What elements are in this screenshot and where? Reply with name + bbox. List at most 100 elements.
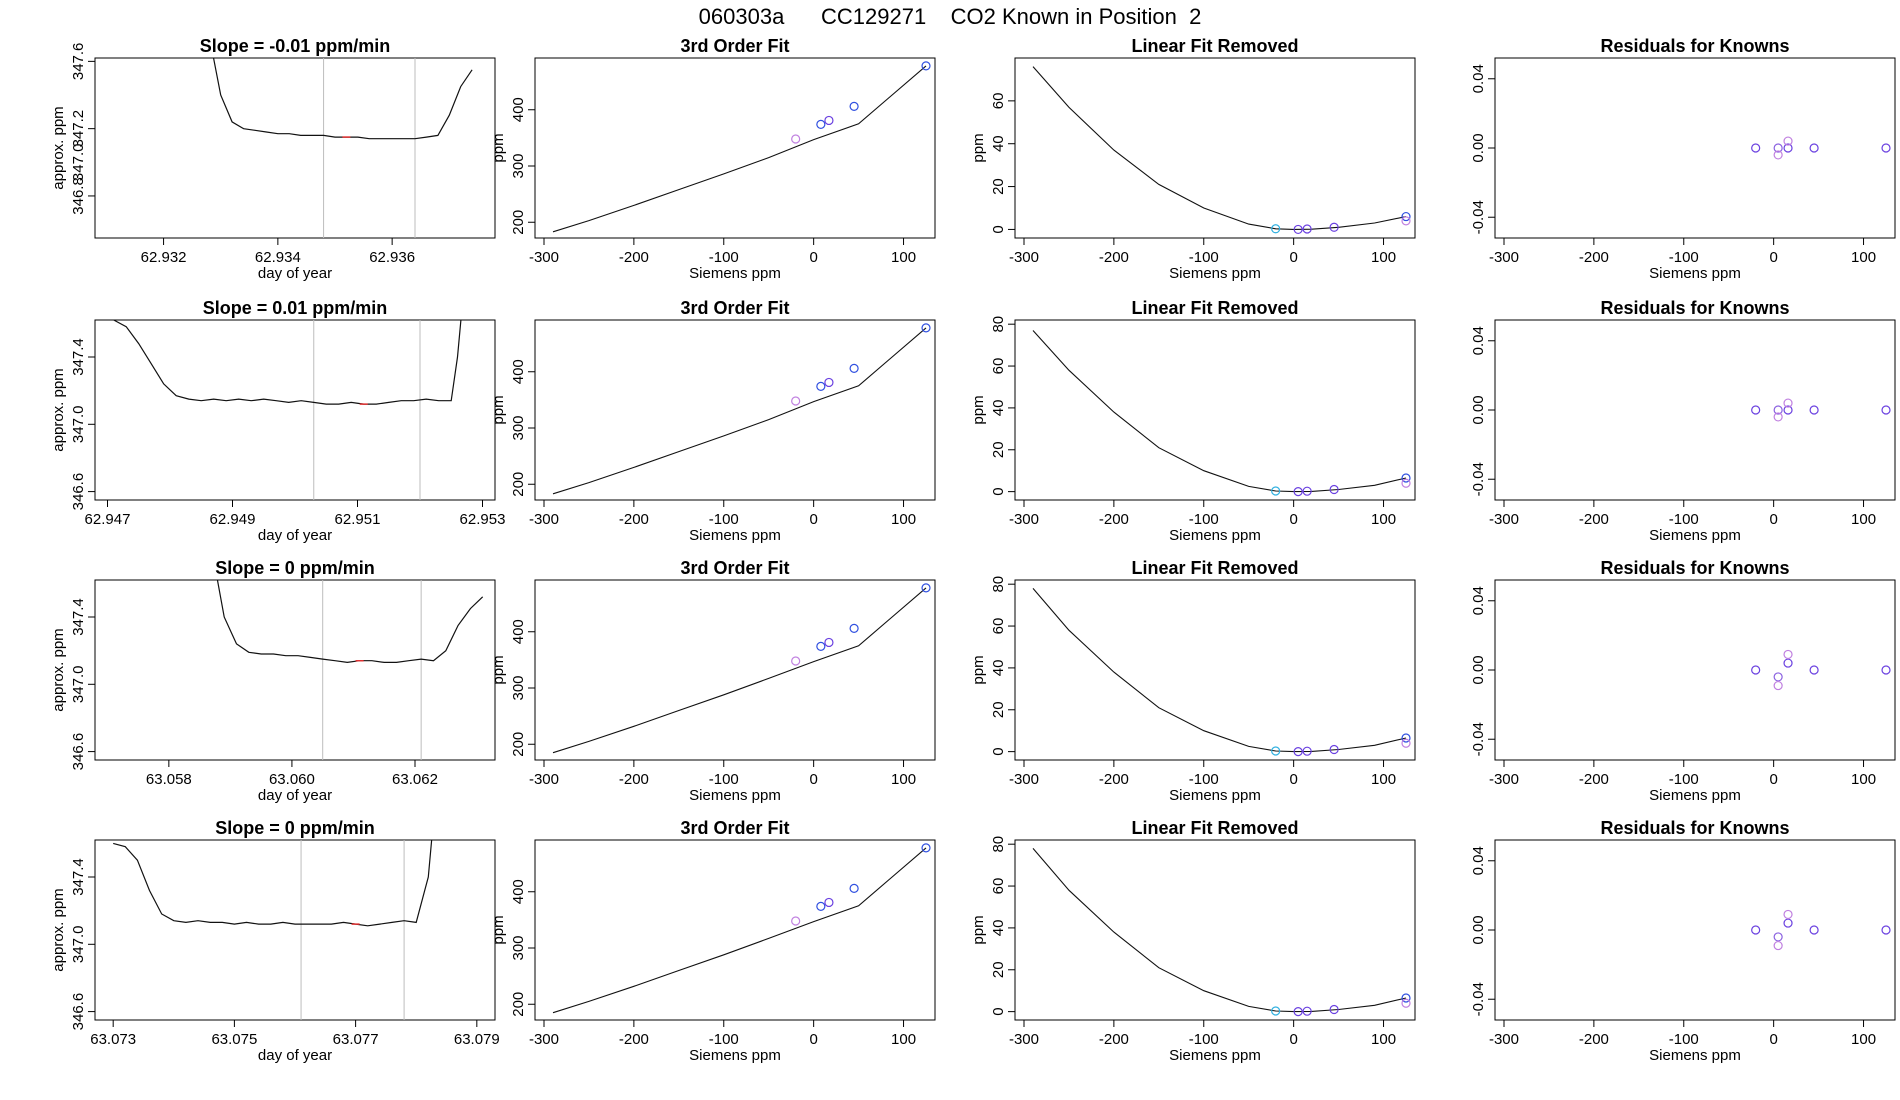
y-axis-label: ppm bbox=[970, 133, 987, 162]
x-axis-label: Siemens ppm bbox=[1649, 787, 1741, 804]
y-tick-label: 200 bbox=[510, 992, 527, 1017]
y-tick-label: 0.04 bbox=[1470, 846, 1487, 875]
y-tick-label: 0.04 bbox=[1470, 326, 1487, 355]
x-tick-label: 0 bbox=[1289, 511, 1297, 528]
y-tick-label: 0 bbox=[990, 225, 1007, 233]
data-point bbox=[816, 641, 826, 651]
x-tick-label: -300 bbox=[529, 249, 559, 266]
data-point bbox=[921, 583, 931, 593]
x-axis-label: Siemens ppm bbox=[689, 527, 781, 544]
fit-curve bbox=[552, 847, 927, 1014]
data-point bbox=[849, 883, 859, 893]
data-point bbox=[1401, 733, 1411, 743]
y-tick-label: 400 bbox=[510, 359, 527, 384]
x-tick-label: -100 bbox=[709, 511, 739, 528]
y-tick-label: 40 bbox=[990, 400, 1007, 417]
data-point bbox=[1773, 680, 1783, 691]
x-tick-label: 100 bbox=[1851, 771, 1876, 788]
y-axis-label: ppm bbox=[970, 395, 987, 424]
fit-curve bbox=[1032, 848, 1407, 1013]
chart-title: Slope = 0 ppm/min bbox=[215, 818, 375, 838]
chart-title: Linear Fit Removed bbox=[1131, 36, 1298, 56]
y-tick-label: 60 bbox=[990, 358, 1007, 375]
x-tick-label: -300 bbox=[1009, 249, 1039, 266]
y-axis-label: approx. ppm bbox=[50, 106, 67, 189]
data-point bbox=[1783, 909, 1793, 920]
y-axis-label: approx. ppm bbox=[50, 368, 67, 451]
data-point bbox=[1751, 665, 1761, 675]
x-axis-label: Siemens ppm bbox=[689, 787, 781, 804]
y-tick-label: 347.0 bbox=[70, 666, 87, 704]
chart-title: Residuals for Knowns bbox=[1600, 298, 1789, 318]
y-tick-label: 80 bbox=[990, 316, 1007, 333]
y-tick-label: 200 bbox=[510, 472, 527, 497]
data-point bbox=[1773, 143, 1783, 153]
plot-frame bbox=[534, 319, 936, 501]
y-tick-label: 347.2 bbox=[70, 110, 87, 148]
x-tick-label: 0 bbox=[1769, 1031, 1777, 1048]
x-tick-label: 62.953 bbox=[460, 511, 506, 528]
data-point bbox=[1401, 211, 1411, 222]
x-tick-label: -100 bbox=[1189, 511, 1219, 528]
data-point bbox=[791, 916, 801, 926]
y-tick-label: 80 bbox=[990, 576, 1007, 593]
data-point bbox=[791, 656, 801, 666]
y-tick-label: -0.04 bbox=[1470, 462, 1487, 496]
data-point bbox=[1783, 136, 1793, 146]
x-tick-label: 0 bbox=[1289, 249, 1297, 266]
y-tick-label: 60 bbox=[990, 878, 1007, 895]
x-tick-label: 63.079 bbox=[454, 1031, 500, 1048]
data-point bbox=[1751, 143, 1761, 153]
y-tick-label: 0.00 bbox=[1470, 915, 1487, 944]
y-tick-label: 20 bbox=[990, 441, 1007, 458]
data-point bbox=[816, 119, 826, 129]
data-point bbox=[1751, 405, 1761, 415]
y-tick-label: 347.0 bbox=[70, 926, 87, 964]
data-point bbox=[849, 623, 859, 633]
x-axis-label: day of year bbox=[258, 787, 332, 804]
x-tick-label: 62.951 bbox=[335, 511, 381, 528]
data-point bbox=[1302, 486, 1312, 496]
plot-frame bbox=[1014, 57, 1416, 239]
data-point bbox=[1329, 1004, 1339, 1015]
y-tick-label: 0.00 bbox=[1470, 655, 1487, 684]
y-tick-label: 300 bbox=[510, 675, 527, 700]
x-axis-label: Siemens ppm bbox=[1169, 1047, 1261, 1064]
y-tick-label: 40 bbox=[990, 135, 1007, 152]
data-point bbox=[1302, 1006, 1312, 1016]
y-tick-label: 347.0 bbox=[70, 406, 87, 444]
data-point bbox=[1783, 143, 1793, 153]
data-point bbox=[824, 377, 834, 388]
data-point bbox=[1783, 398, 1793, 408]
x-axis-label: day of year bbox=[258, 1047, 332, 1064]
data-point bbox=[1293, 747, 1303, 757]
y-tick-label: 300 bbox=[510, 415, 527, 440]
data-point bbox=[1809, 143, 1819, 153]
x-tick-label: 0 bbox=[809, 1031, 817, 1048]
plot-frame bbox=[94, 839, 496, 1021]
chart-title: Residuals for Knowns bbox=[1600, 818, 1789, 838]
chart-panel-r1c4: Residuals for Knowns -300 -200 -100 0 100 Siem… bbox=[1470, 36, 1896, 282]
y-tick-label: 60 bbox=[990, 618, 1007, 635]
data-point bbox=[824, 897, 834, 908]
data-point bbox=[816, 381, 826, 391]
data-point bbox=[1271, 224, 1281, 234]
plot-frame bbox=[1494, 57, 1896, 239]
y-tick-label: 300 bbox=[510, 153, 527, 178]
y-tick-label: 346.6 bbox=[70, 473, 87, 511]
fit-curve bbox=[1032, 588, 1407, 753]
x-tick-label: -300 bbox=[529, 511, 559, 528]
plot-frame bbox=[94, 57, 496, 239]
data-point bbox=[1881, 665, 1891, 675]
chart-panel-r2c3: Linear Fit Removed -300 -200 -100 0 100 Siemen… bbox=[970, 298, 1416, 544]
chart-title: Linear Fit Removed bbox=[1131, 558, 1298, 578]
x-tick-label: 100 bbox=[891, 511, 916, 528]
x-tick-label: 0 bbox=[1289, 771, 1297, 788]
x-tick-label: -100 bbox=[709, 771, 739, 788]
fit-curve bbox=[552, 587, 927, 754]
x-tick-label: 100 bbox=[1371, 511, 1396, 528]
y-tick-label: 20 bbox=[990, 701, 1007, 718]
x-tick-label: 100 bbox=[891, 249, 916, 266]
x-tick-label: -200 bbox=[619, 771, 649, 788]
